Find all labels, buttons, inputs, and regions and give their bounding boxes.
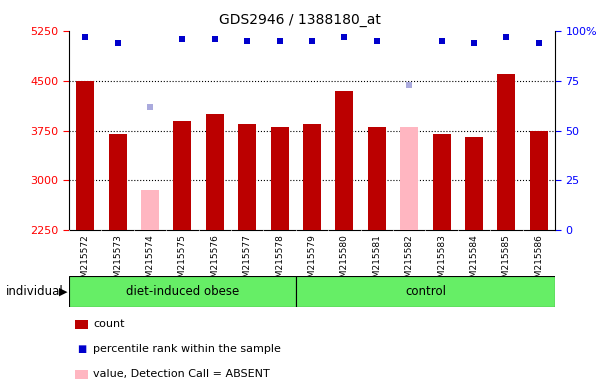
Text: ■: ■: [77, 344, 86, 354]
Text: GSM215586: GSM215586: [534, 234, 544, 289]
Bar: [173, 121, 191, 230]
Text: GSM215583: GSM215583: [437, 234, 446, 289]
Bar: [465, 137, 483, 230]
Bar: [497, 74, 515, 230]
Bar: [206, 114, 224, 230]
Text: ▶: ▶: [59, 287, 67, 297]
FancyBboxPatch shape: [69, 276, 296, 307]
FancyBboxPatch shape: [296, 276, 555, 307]
Text: GDS2946 / 1388180_at: GDS2946 / 1388180_at: [219, 13, 381, 27]
Text: value, Detection Call = ABSENT: value, Detection Call = ABSENT: [93, 369, 270, 379]
Text: GSM215577: GSM215577: [242, 234, 252, 289]
Text: GSM215576: GSM215576: [211, 234, 220, 289]
Text: count: count: [93, 319, 125, 329]
Bar: [335, 91, 353, 230]
Text: GSM215582: GSM215582: [404, 234, 414, 289]
Bar: [271, 127, 289, 230]
Text: GSM215585: GSM215585: [502, 234, 511, 289]
Bar: [76, 81, 94, 230]
Text: GSM215573: GSM215573: [113, 234, 122, 289]
Text: GSM215581: GSM215581: [372, 234, 382, 289]
Text: GSM215572: GSM215572: [80, 234, 90, 289]
Text: GSM215574: GSM215574: [146, 234, 155, 289]
Text: GSM215578: GSM215578: [275, 234, 284, 289]
Bar: [109, 134, 127, 230]
Bar: [530, 131, 548, 230]
Text: individual: individual: [6, 285, 64, 298]
Bar: [433, 134, 451, 230]
Bar: [141, 190, 159, 230]
Text: GSM215584: GSM215584: [469, 234, 479, 289]
Bar: [238, 124, 256, 230]
Text: control: control: [405, 285, 446, 298]
Text: GSM215579: GSM215579: [308, 234, 317, 289]
Text: diet-induced obese: diet-induced obese: [126, 285, 239, 298]
Text: GSM215580: GSM215580: [340, 234, 349, 289]
Bar: [368, 127, 386, 230]
Bar: [303, 124, 321, 230]
Text: GSM215575: GSM215575: [178, 234, 187, 289]
Text: percentile rank within the sample: percentile rank within the sample: [93, 344, 281, 354]
Bar: [400, 127, 418, 230]
